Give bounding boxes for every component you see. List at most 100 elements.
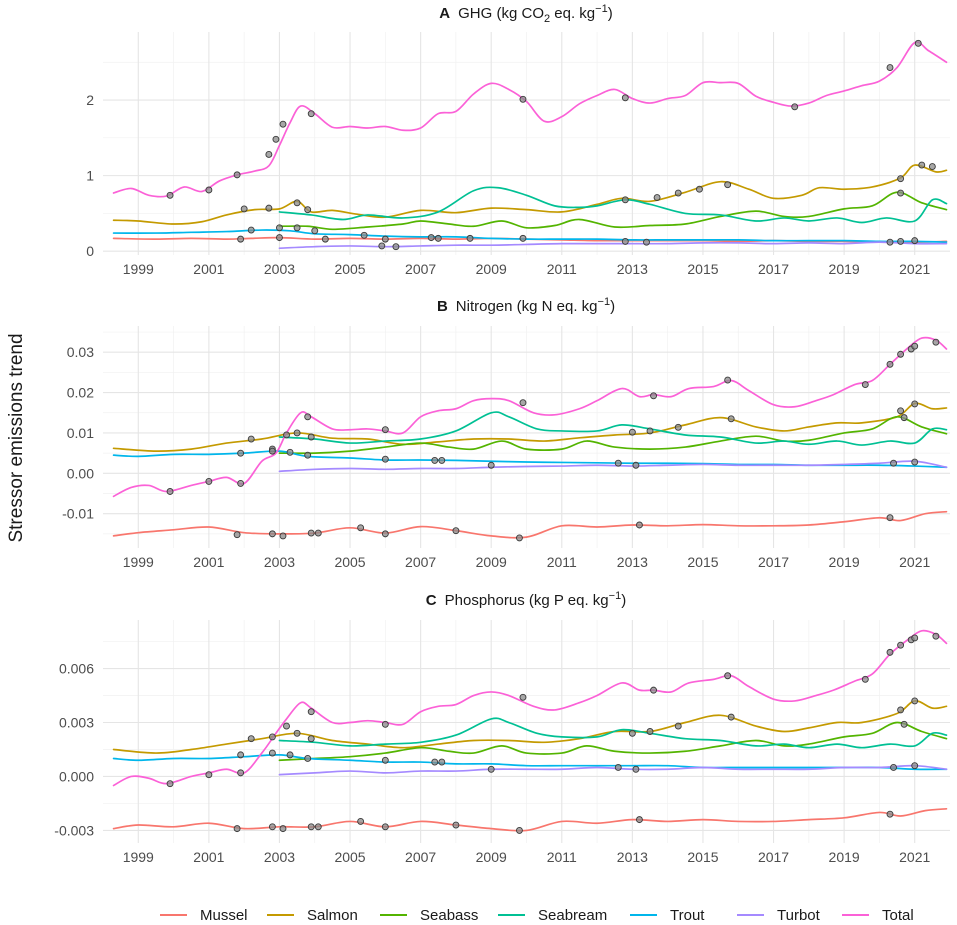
x-tick-label: 2019 [829,261,860,277]
breakpoint-marker [911,697,919,705]
x-tick-label: 2003 [264,849,295,865]
breakpoint-marker [914,39,922,47]
breakpoint-marker [886,648,894,656]
panel-title-superscript: −1 [598,296,611,308]
breakpoint-marker [621,196,629,204]
breakpoint-marker [674,722,682,730]
breakpoint-marker [279,532,287,540]
breakpoint-marker [674,189,682,197]
breakpoint-marker [897,407,905,415]
breakpoint-marker [304,413,312,421]
breakpoint-marker [237,479,245,487]
breakpoint-marker [434,234,442,242]
breakpoint-marker [614,764,622,771]
breakpoint-marker [268,733,276,741]
breakpoint-marker [632,461,640,469]
breakpoint-marker [918,161,926,169]
x-tick-label: 1999 [123,261,154,277]
breakpoint-marker [304,755,312,762]
panel-title: B Nitrogen (kg N eq. kg−1) [437,296,615,315]
breakpoint-marker [900,720,908,728]
y-tick-label: 0 [86,243,94,259]
panel-nitrogen: 1999 2001 2003 2005 2007 2009 2011 2013 2015 2017… [62,296,950,570]
panel-title: C Phosphorus (kg P eq. kg−1) [426,590,626,609]
panel-letter: A [439,5,450,22]
panel-title-end: ) [608,5,613,22]
series-lines [112,629,948,832]
breakpoint-marker [205,477,213,485]
breakpoint-marker [727,713,735,721]
x-tick-label: 2021 [899,849,930,865]
breakpoint-marker [897,350,905,358]
breakpoint-marker [911,342,919,350]
series-line-salmon [112,402,948,452]
breakpoint-marker [431,758,439,766]
breakpoint-marker [247,735,255,743]
series-line-seabream [278,411,948,446]
breakpoint-marker [357,524,365,532]
breakpoint-marker [897,237,905,245]
breakpoint-marker [381,756,389,764]
breakpoint-marker [519,95,527,103]
y-tick-label: 0.003 [59,715,94,731]
panel-letter: B [437,298,448,315]
y-tick-label: 0.00 [67,465,94,481]
breakpoint-marker [886,810,894,818]
breakpoint-marker [724,376,732,384]
y-tick-label: 0.03 [67,344,94,360]
breakpoint-marker [431,456,439,464]
x-tick-label: 2009 [476,554,507,570]
breakpoint-marker [237,751,245,759]
breakpoint-marker [233,171,241,179]
series-line-seabass [278,721,948,762]
breakpoint-marker [276,234,283,242]
breakpoint-marker [166,780,174,788]
series-line-salmon [112,700,948,754]
breakpoint-marker [237,769,245,777]
breakpoint-marker [886,360,894,368]
panel-ghg: 1999 2001 2003 2005 2007 2009 2011 2013 2015 2017… [86,3,950,277]
breakpoint-marker [886,64,894,71]
breakpoint-marker [695,185,703,193]
x-tick-label: 2005 [334,849,365,865]
x-tick-label: 2007 [405,554,436,570]
breakpoint-marker [632,765,640,773]
breakpoint-marker [890,459,897,467]
breakpoint-marker [357,817,365,825]
panel-title-text: Phosphorus (kg P eq. kg [445,592,609,609]
breakpoint-marker [268,530,276,538]
breakpoint-marker [635,816,643,824]
breakpoint-marker [886,238,894,246]
breakpoint-marker [392,243,400,251]
series-line-trout [112,753,948,771]
x-tick-label: 2013 [617,261,648,277]
panel-phosphorus: 1999 2001 2003 2005 2007 2009 2011 2013 2015 2017… [54,590,950,865]
series-line-mussel [112,510,948,539]
x-tick-label: 2019 [829,849,860,865]
breakpoint-marker [861,381,869,388]
breakpoint-marker [932,338,940,346]
series-lines [112,41,948,250]
breakpoint-marker [272,135,280,143]
breakpoint-marker [643,238,650,246]
panel-title-superscript: −1 [609,590,622,602]
breakpoint-marker [628,428,636,436]
x-tick-label: 2005 [334,554,365,570]
breakpoint-marker [452,821,460,829]
breakpoint-marker [237,235,245,243]
series-line-seabass [278,191,948,231]
y-axis-label: Stressor emissions trend [6,333,27,542]
breakpoint-marker [314,529,322,537]
breakpoint-marker [381,823,389,831]
breakpoint-marker [900,414,908,422]
x-tick-label: 2001 [193,554,224,570]
panel-title: A GHG (kg CO2 eq. kg−1) [439,3,612,25]
breakpoint-marker [519,693,527,701]
breakpoint-marker [311,227,319,235]
x-tick-label: 2009 [476,849,507,865]
breakpoint-marker [427,234,435,242]
legend-label-mussel: Mussel [200,907,248,924]
breakpoint-marker [293,199,301,207]
breakpoint-marker [307,708,315,716]
breakpoint-marker [381,720,389,728]
